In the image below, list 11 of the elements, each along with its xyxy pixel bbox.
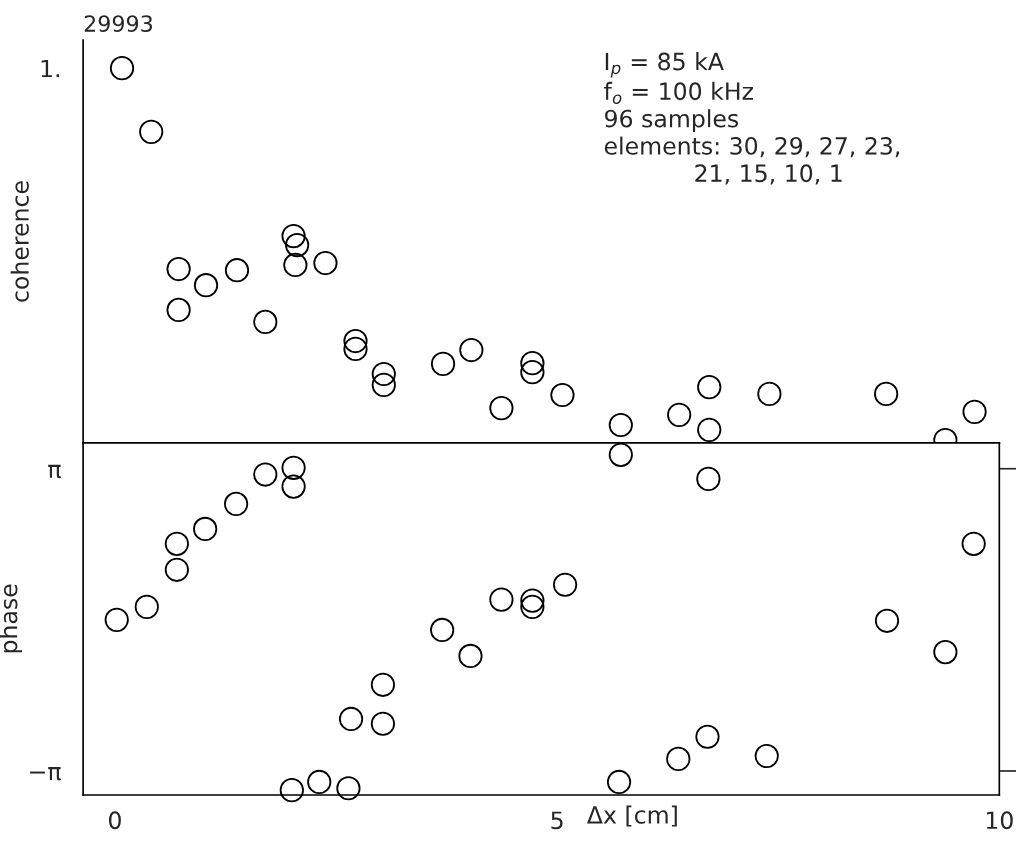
y-axis-title: coherence [10, 181, 29, 302]
y-tick-label: −π [30, 767, 61, 781]
y-tick-label: π [48, 464, 61, 479]
x-tick-label: 10 [986, 811, 1013, 830]
x-tick-label: 0 [108, 811, 121, 830]
x-axis-title: Δx [cm] [587, 805, 677, 827]
text: 1. [41, 59, 60, 78]
y-axis-title: phase [0, 584, 23, 653]
text: I$_{p}$ = 85 kA f$_{o}$ = 100 kHz 96 samples elements: 30, 29, 27, 23, 21, 15, 10, 1 [604, 52, 900, 185]
chart-title: 29993 [84, 15, 153, 33]
x-tick-label: 5 [551, 811, 563, 830]
